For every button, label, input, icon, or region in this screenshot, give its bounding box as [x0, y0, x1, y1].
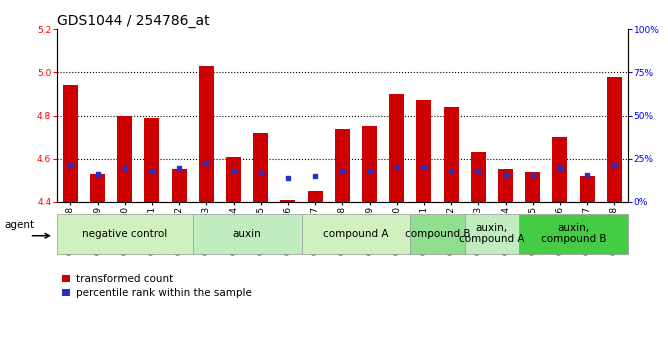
Bar — [362, 126, 377, 202]
Bar — [144, 118, 160, 202]
Bar — [389, 94, 404, 202]
Bar — [519, 214, 628, 254]
Text: GDS1044 / 254786_at: GDS1044 / 254786_at — [57, 14, 209, 28]
Bar — [552, 137, 567, 202]
Legend: transformed count, percentile rank within the sample: transformed count, percentile rank withi… — [62, 274, 251, 298]
Bar — [199, 66, 214, 202]
Bar — [444, 107, 459, 202]
Bar — [416, 100, 432, 202]
Text: auxin: auxin — [232, 229, 262, 239]
Bar — [172, 169, 186, 202]
Text: negative control: negative control — [82, 229, 168, 239]
Bar — [90, 174, 105, 202]
Bar — [525, 172, 540, 202]
Text: auxin,
compound A: auxin, compound A — [459, 223, 524, 244]
Bar — [580, 176, 595, 202]
Bar — [226, 157, 241, 202]
Bar — [253, 133, 269, 202]
Bar — [193, 214, 301, 254]
Text: agent: agent — [5, 220, 35, 230]
Bar — [57, 214, 193, 254]
Text: compound B: compound B — [405, 229, 470, 239]
Bar — [63, 85, 78, 202]
Bar — [118, 116, 132, 202]
Text: auxin,
compound B: auxin, compound B — [541, 223, 607, 244]
Bar — [301, 214, 410, 254]
Bar — [308, 191, 323, 202]
Bar — [471, 152, 486, 202]
Bar — [465, 214, 519, 254]
Bar — [410, 214, 465, 254]
Text: compound A: compound A — [323, 229, 389, 239]
Bar — [607, 77, 622, 202]
Bar — [335, 129, 350, 202]
Bar — [498, 169, 513, 202]
Bar — [281, 200, 295, 202]
